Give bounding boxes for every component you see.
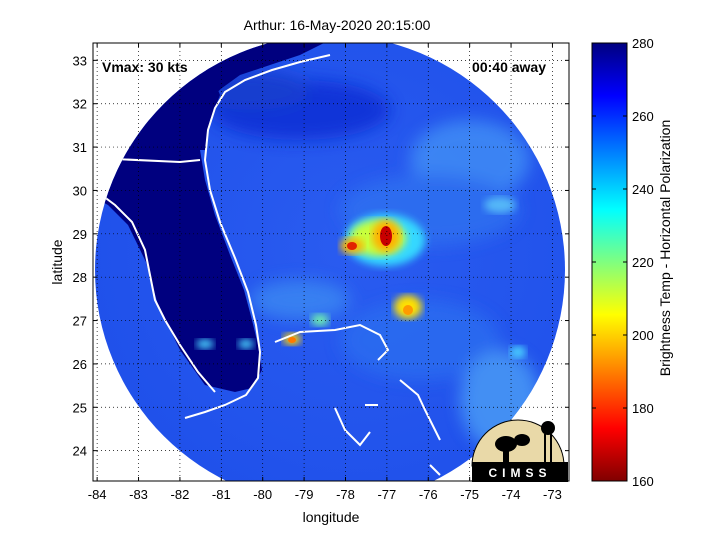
colorbar: 280 260 240 220 200 180 160 Brightness Temp - … bbox=[591, 36, 673, 489]
x-tick-label: -81 bbox=[212, 487, 231, 502]
y-tick-label: 28 bbox=[73, 270, 87, 285]
x-tick-label: -82 bbox=[171, 487, 190, 502]
colorbar-tick-label: 240 bbox=[632, 182, 654, 197]
y-tick-label: 27 bbox=[73, 314, 87, 329]
x-tick-label: -74 bbox=[502, 487, 521, 502]
y-tick-label: 29 bbox=[73, 227, 87, 242]
x-tick-label: -84 bbox=[88, 487, 107, 502]
y-tick-label: 30 bbox=[73, 183, 87, 198]
x-tick-label: -75 bbox=[460, 487, 479, 502]
x-axis-label: longitude bbox=[303, 509, 360, 525]
convection bbox=[196, 197, 526, 358]
x-tick-label: -80 bbox=[253, 487, 272, 502]
y-tick-label: 31 bbox=[73, 140, 87, 155]
y-tick-label: 33 bbox=[73, 53, 87, 68]
colorbar-tick-label: 160 bbox=[632, 474, 654, 489]
satellite-dish-icon bbox=[495, 434, 530, 462]
chart-title: Arthur: 16-May-2020 20:15:00 bbox=[244, 17, 431, 33]
cimss-logo: CIMSS bbox=[471, 419, 568, 482]
x-tick-label: -77 bbox=[377, 487, 396, 502]
y-tick-label: 32 bbox=[73, 97, 87, 112]
coastlines bbox=[95, 54, 441, 476]
colorbar-tick-label: 220 bbox=[632, 255, 654, 270]
logo-text: CIMSS bbox=[488, 466, 551, 480]
colorbar-tick-label: 200 bbox=[632, 328, 654, 343]
colorbar-tick-label: 260 bbox=[632, 109, 654, 124]
x-tick-label: -79 bbox=[295, 487, 314, 502]
y-tick-label: 24 bbox=[73, 444, 87, 459]
x-tick-label: -83 bbox=[129, 487, 148, 502]
microwave-swath bbox=[95, 43, 565, 481]
y-tick-label: 26 bbox=[73, 357, 87, 372]
y-tick-label: 25 bbox=[73, 400, 87, 415]
colorbar-tick-label: 180 bbox=[632, 401, 654, 416]
florida-land bbox=[95, 150, 262, 392]
x-tick-label: -78 bbox=[336, 487, 355, 502]
x-axis: -84 -83 -82 -81 -80 -79 -78 -77 -76 -75 -74 -73 bbox=[88, 43, 562, 502]
x-tick-label: -76 bbox=[419, 487, 438, 502]
colorbar-label: Brightness Temp - Horizontal Polarizatio… bbox=[657, 120, 673, 377]
x-tick-label: -73 bbox=[543, 487, 562, 502]
water-tower-icon bbox=[541, 421, 555, 462]
colorbar-tick-label: 280 bbox=[632, 36, 654, 51]
vmax-label: Vmax: 30 kts bbox=[102, 59, 188, 75]
y-axis: 33 32 31 30 29 28 27 26 25 24 bbox=[73, 53, 569, 459]
y-axis-label: latitude bbox=[49, 239, 65, 284]
plot-frame bbox=[92, 42, 570, 482]
time-away-label: 00:40 away bbox=[472, 59, 546, 75]
plot-area: -84 -83 -82 -81 -80 -79 -78 -77 -76 -75 -74 -73 333… bbox=[49, 42, 570, 525]
